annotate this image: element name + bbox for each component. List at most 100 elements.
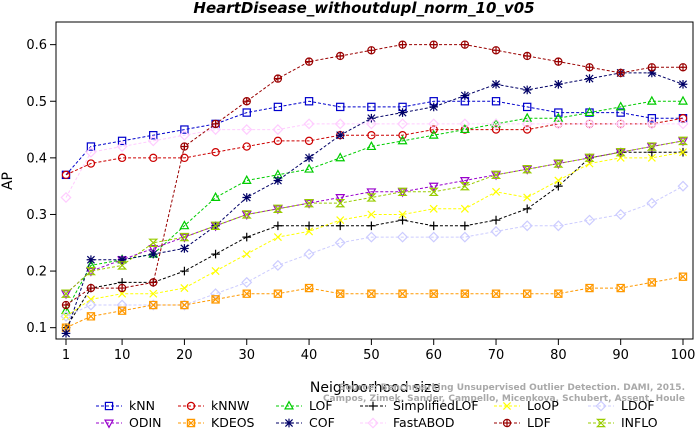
- x-tick-label: 40: [301, 348, 318, 363]
- data-point-fastabod: [365, 118, 377, 130]
- data-point-inflo: [428, 187, 439, 197]
- data-point-ldof: [583, 214, 596, 226]
- data-point-knn: [149, 131, 158, 140]
- data-point-kdeos: [336, 289, 345, 298]
- legend-marker-cof: [284, 418, 294, 428]
- data-point-ldof: [303, 248, 315, 260]
- data-point-inflo: [304, 198, 315, 208]
- data-point-loop: [492, 187, 501, 196]
- data-point-fastabod: [583, 118, 596, 130]
- data-point-ldof: [615, 208, 627, 220]
- data-point-cof: [304, 153, 314, 163]
- data-point-kdeos: [242, 289, 251, 298]
- data-point-lof: [241, 174, 252, 184]
- data-point-inflo: [397, 187, 408, 197]
- data-point-cof: [86, 255, 96, 265]
- legend-label-kdeos: KDEOS: [211, 415, 255, 430]
- data-point-cof: [335, 130, 345, 140]
- data-point-knn: [491, 97, 501, 106]
- data-point-kdeos: [304, 283, 314, 293]
- data-point-knn: [180, 125, 189, 134]
- legend-marker-fastabod: [367, 417, 379, 429]
- data-point-ldf: [117, 283, 127, 293]
- data-point-simplifiedlof: [367, 221, 376, 231]
- data-point-inflo: [335, 198, 346, 208]
- data-point-cof: [148, 249, 158, 259]
- data-point-kdeos: [616, 283, 625, 293]
- data-point-ldof: [85, 299, 97, 311]
- data-point-lof: [491, 118, 502, 128]
- watermark-line-1: Source: Benchmarking Unsupervised Outlie…: [339, 383, 685, 393]
- data-point-knnw: [522, 125, 532, 134]
- data-point-cof: [522, 85, 532, 95]
- data-point-knnw: [86, 159, 96, 168]
- legend-item-inflo: INFLO: [588, 415, 658, 430]
- data-point-kdeos: [647, 278, 657, 287]
- data-point-ldof: [60, 310, 72, 322]
- data-point-fastabod: [272, 124, 284, 136]
- legend-marker-loop: [502, 401, 512, 411]
- data-point-fastabod: [178, 129, 190, 141]
- data-point-kdeos: [398, 289, 407, 298]
- data-point-ldof: [397, 231, 409, 243]
- data-point-lof: [584, 107, 595, 117]
- series-fastabod: [60, 118, 689, 204]
- data-point-cof: [678, 79, 688, 89]
- data-point-lof: [335, 152, 346, 162]
- data-point-knn: [647, 114, 657, 123]
- data-point-simplifiedlof: [304, 221, 314, 231]
- data-point-lof: [646, 95, 657, 105]
- y-tick-label: 0.6: [26, 38, 47, 53]
- y-tick-label: 0.3: [26, 208, 47, 223]
- data-point-cof: [367, 113, 376, 123]
- legend-item-ldof: LDOF: [588, 398, 655, 413]
- data-point-knn: [242, 108, 251, 117]
- data-point-fastabod: [646, 118, 658, 130]
- data-point-odin: [241, 210, 252, 221]
- data-point-kdeos: [180, 300, 189, 310]
- data-point-knnw: [149, 153, 158, 163]
- data-point-ldof: [334, 237, 346, 249]
- x-tick-label: 100: [671, 348, 696, 363]
- x-axis-label: Neighborhood size: [310, 380, 440, 396]
- data-point-ldf: [398, 40, 407, 49]
- x-tick-label: 90: [612, 348, 629, 363]
- data-point-odin: [179, 233, 190, 243]
- data-point-knn: [304, 97, 314, 106]
- data-point-inflo: [272, 204, 283, 214]
- data-point-simplifiedlof: [180, 266, 189, 276]
- data-point-kdeos: [460, 289, 470, 298]
- data-point-fastabod: [490, 118, 502, 130]
- data-point-loop: [273, 233, 282, 242]
- data-point-fastabod: [334, 118, 346, 130]
- y-tick-label: 0.5: [26, 95, 47, 110]
- legend-marker-ldf: [502, 418, 512, 428]
- data-point-ldf: [242, 97, 251, 106]
- legend: kNN kNNW LOF SimplifiedLOF LoOP LDOF ODIN KDEOS…: [96, 398, 658, 430]
- data-point-kdeos: [117, 306, 127, 315]
- legend-label-ldf: LDF: [527, 415, 551, 430]
- data-point-kdeos: [273, 289, 283, 298]
- data-point-odin: [428, 182, 439, 192]
- data-point-knnw: [61, 170, 71, 180]
- data-point-knn: [273, 102, 283, 112]
- x-tick-label: 1: [62, 348, 70, 363]
- data-point-odin: [304, 199, 315, 209]
- data-point-knnw: [367, 131, 376, 140]
- data-point-simplifiedlof: [211, 249, 220, 259]
- data-point-kdeos: [149, 300, 158, 310]
- series-line-knnw: [65, 117, 684, 176]
- watermark-line-2: Campos, Zimek, Sander, Campello, Micenko…: [323, 394, 685, 404]
- data-point-inflo: [459, 181, 470, 191]
- data-point-inflo: [366, 193, 377, 202]
- data-point-ldof: [241, 276, 253, 288]
- data-point-inflo: [553, 159, 564, 168]
- data-point-kdeos: [522, 289, 532, 298]
- data-point-ldf: [678, 63, 688, 72]
- data-point-cof: [242, 193, 252, 202]
- data-point-lof: [459, 123, 470, 134]
- data-point-fastabod: [116, 141, 128, 153]
- legend-marker-lof: [284, 400, 294, 410]
- data-point-loop: [554, 176, 563, 185]
